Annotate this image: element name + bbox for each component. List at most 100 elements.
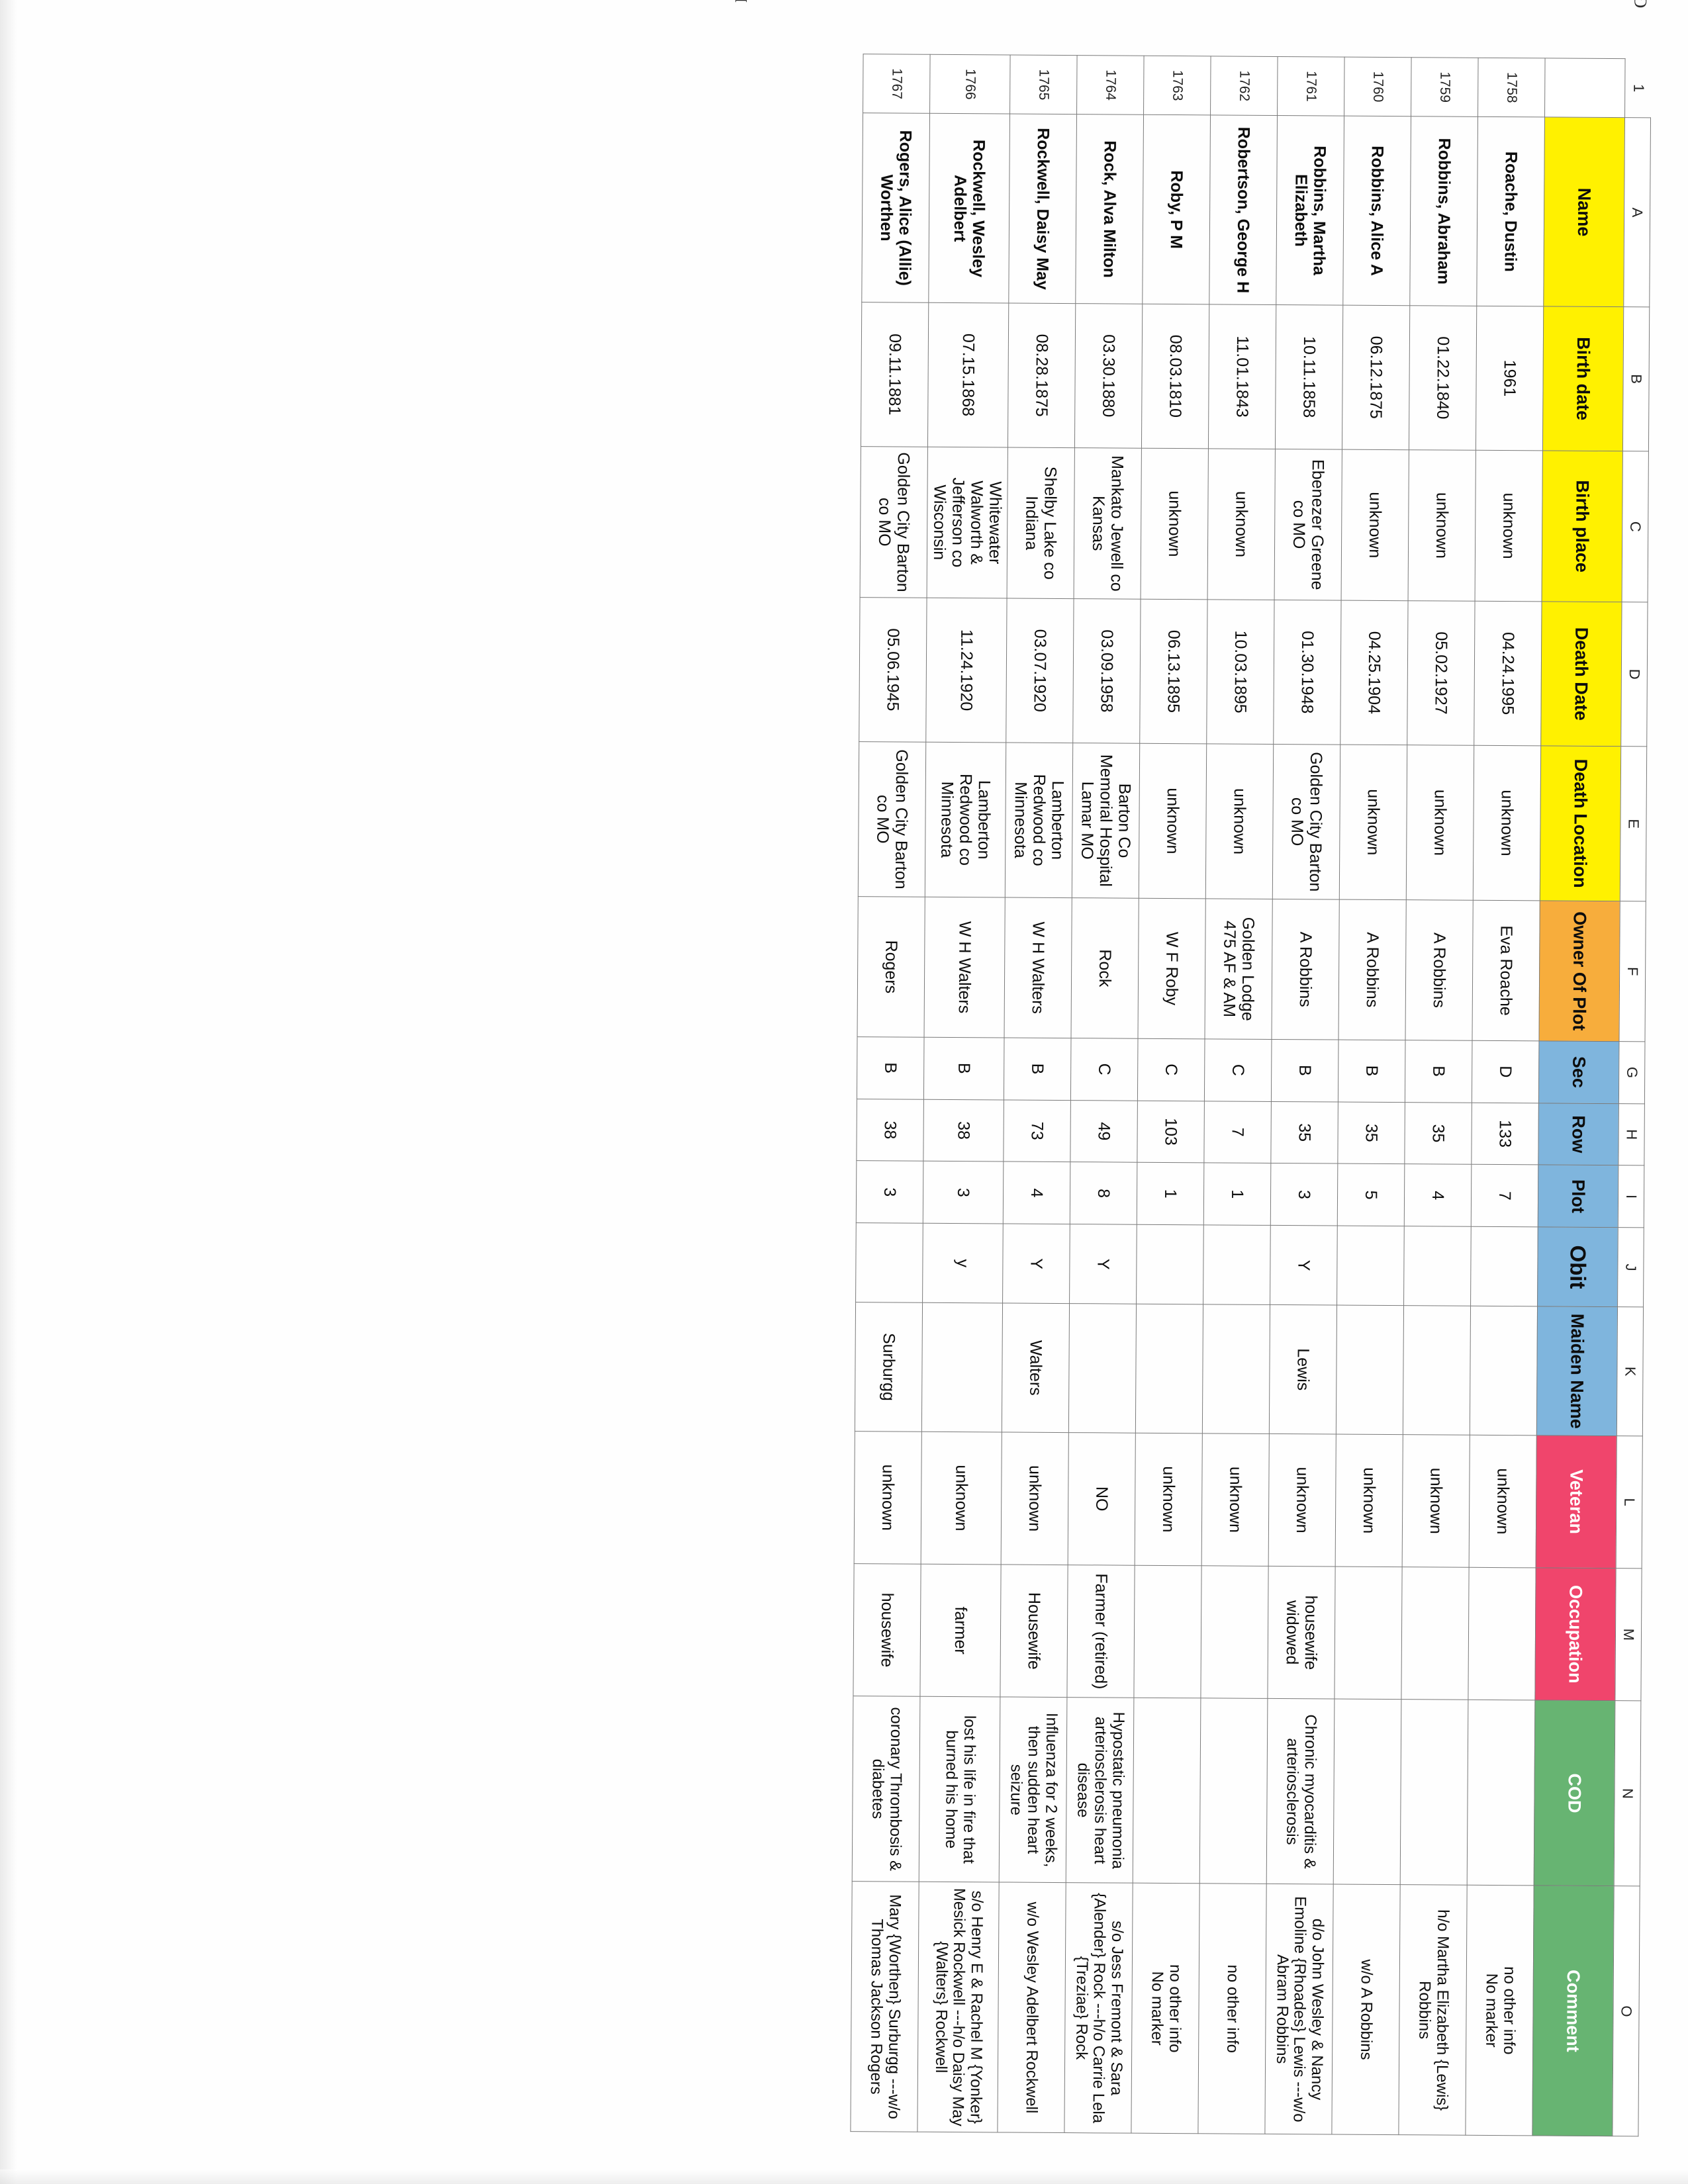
- cell-death-date[interactable]: 06.13.1895: [1139, 599, 1208, 744]
- cell-birth-place[interactable]: unknown: [1408, 449, 1476, 602]
- cell-occupation[interactable]: [1133, 1565, 1202, 1698]
- cell-veteran[interactable]: unknown: [854, 1431, 922, 1565]
- cell-sec[interactable]: B: [1338, 1039, 1405, 1103]
- cell-death-location[interactable]: unknown: [1339, 744, 1407, 900]
- column-header-birth-place[interactable]: Birth place: [1542, 450, 1623, 602]
- column-letter-k[interactable]: K: [1617, 1306, 1644, 1436]
- cell-veteran[interactable]: NO: [1068, 1432, 1136, 1566]
- cell-owner-of-plot[interactable]: A Robbins: [1338, 899, 1407, 1040]
- cell-birth-place[interactable]: Ebenezer Greene co MO: [1274, 449, 1342, 601]
- cell-maiden-name[interactable]: [1135, 1304, 1203, 1433]
- cell-name[interactable]: Robertson, George H: [1209, 115, 1278, 305]
- cell-birth-place[interactable]: unknown: [1475, 449, 1543, 602]
- cell-sec[interactable]: B: [1004, 1037, 1072, 1101]
- cell-birth-place[interactable]: Mankato Jewell co Kansas: [1074, 447, 1142, 600]
- cell-birth-date[interactable]: 06.12.1875: [1342, 305, 1410, 450]
- column-header-owner-of-plot[interactable]: Owner Of Plot: [1538, 901, 1620, 1042]
- cell-sec[interactable]: C: [1070, 1038, 1139, 1101]
- cell-death-date[interactable]: 05.06.1945: [859, 597, 927, 742]
- row-number[interactable]: 1760: [1344, 57, 1412, 116]
- cell-maiden-name[interactable]: Lewis: [1269, 1304, 1337, 1434]
- column-header-sec[interactable]: Sec: [1538, 1040, 1619, 1104]
- cell-obit[interactable]: [855, 1222, 923, 1303]
- cell-name[interactable]: Rockwell, Daisy May: [1008, 114, 1077, 304]
- cell-owner-of-plot[interactable]: Rock: [1071, 897, 1139, 1039]
- cell-cod[interactable]: Hypostatic pneumonia arteriosclerosis he…: [1066, 1697, 1134, 1884]
- cell-owner-of-plot[interactable]: A Robbins: [1405, 899, 1474, 1041]
- column-letter-n[interactable]: N: [1614, 1700, 1641, 1887]
- cell-comment[interactable]: h/o Martha Elizabeth {Lewis} Robbins: [1398, 1885, 1468, 2136]
- cell-obit[interactable]: [1336, 1226, 1405, 1306]
- cell-occupation[interactable]: [1468, 1567, 1536, 1701]
- cell-death-date[interactable]: 01.30.1948: [1273, 600, 1342, 745]
- cell-name[interactable]: Robbins, Alice A: [1342, 116, 1411, 306]
- row-number[interactable]: 1758: [1477, 58, 1546, 118]
- column-letter-e[interactable]: E: [1620, 746, 1647, 902]
- row-number[interactable]: 1762: [1210, 56, 1278, 116]
- column-letter-j[interactable]: J: [1617, 1227, 1644, 1308]
- column-header-death-location[interactable]: Death Location: [1540, 745, 1621, 901]
- cell-death-date[interactable]: 10.03.1895: [1206, 600, 1275, 745]
- row-number[interactable]: 1765: [1009, 55, 1078, 114]
- cell-owner-of-plot[interactable]: W F Roby: [1138, 898, 1206, 1039]
- cell-death-date[interactable]: 11.24.1920: [925, 598, 1008, 743]
- cell-birth-place[interactable]: unknown: [1141, 447, 1209, 600]
- cell-plot[interactable]: 5: [1337, 1163, 1405, 1226]
- cell-birth-date[interactable]: 07.15.1868: [927, 302, 1009, 447]
- cell-comment[interactable]: no other info No marker: [1131, 1883, 1200, 2134]
- cell-cod[interactable]: [1467, 1700, 1535, 1886]
- cell-birth-date[interactable]: 11.01.1843: [1208, 304, 1276, 449]
- column-letter-o[interactable]: O: [1612, 1886, 1640, 2136]
- cell-row[interactable]: 35: [1337, 1101, 1405, 1165]
- row-number[interactable]: 1761: [1277, 56, 1345, 116]
- cell-sec[interactable]: B: [857, 1036, 925, 1099]
- cell-name[interactable]: Robbins, Abraham: [1409, 116, 1478, 306]
- cell-cod[interactable]: [1333, 1699, 1401, 1886]
- row-number[interactable]: 1767: [863, 54, 931, 114]
- cell-birth-date[interactable]: 03.30.1880: [1074, 303, 1143, 448]
- cell-maiden-name[interactable]: [1068, 1303, 1137, 1433]
- cell-death-location[interactable]: unknown: [1139, 743, 1207, 899]
- cell-plot[interactable]: 3: [923, 1161, 1004, 1224]
- table-row[interactable]: 1759 Robbins, Abraham 01.22.1840 unknown 05.…: [1398, 57, 1479, 2136]
- cell-cod[interactable]: [1199, 1698, 1268, 1884]
- cell-cod[interactable]: [1133, 1698, 1201, 1884]
- cell-owner-of-plot[interactable]: W H Walters: [924, 897, 1006, 1038]
- cell-death-location[interactable]: Barton Co Memorial Hospital Lamar MO: [1072, 743, 1140, 899]
- cell-plot[interactable]: 1: [1137, 1162, 1204, 1226]
- cell-occupation[interactable]: Housewife: [1000, 1564, 1068, 1698]
- cell-row[interactable]: 38: [923, 1099, 1004, 1162]
- cell-comment[interactable]: w/o A Robbins: [1331, 1884, 1401, 2135]
- cell-maiden-name[interactable]: [921, 1302, 1003, 1432]
- cell-plot[interactable]: 3: [856, 1161, 923, 1224]
- cell-plot[interactable]: 8: [1070, 1161, 1137, 1225]
- cell-birth-date[interactable]: 08.03.1810: [1141, 304, 1209, 449]
- cell-death-date[interactable]: 03.09.1958: [1072, 598, 1141, 743]
- column-letter-d[interactable]: D: [1620, 602, 1648, 747]
- cell-sec[interactable]: B: [1271, 1039, 1338, 1102]
- column-header-veteran[interactable]: Veteran: [1536, 1435, 1617, 1569]
- cell-occupation[interactable]: [1200, 1565, 1269, 1699]
- cell-cod[interactable]: [1400, 1699, 1468, 1886]
- cell-death-date[interactable]: 05.02.1927: [1407, 601, 1476, 745]
- table-row[interactable]: 1762 Robertson, George H 11.01.1843 unknown…: [1197, 56, 1278, 2134]
- cell-sec[interactable]: B: [923, 1037, 1005, 1100]
- cell-comment[interactable]: d/o John Wesley & Nancy Emoline {Rhoades…: [1264, 1884, 1334, 2135]
- table-row[interactable]: 1765 Rockwell, Daisy May 08.28.1875 Shelby …: [997, 55, 1078, 2133]
- cell-sec[interactable]: B: [1405, 1040, 1472, 1103]
- cell-row[interactable]: 7: [1203, 1101, 1272, 1163]
- cell-comment[interactable]: s/o Henry E & Rachel M {Yonker} Mesick R…: [917, 1882, 1000, 2132]
- column-header-obit[interactable]: Obit: [1537, 1227, 1618, 1307]
- cell-row[interactable]: 103: [1137, 1100, 1205, 1163]
- table-row[interactable]: 1767 Rogers, Alice (Allie) Worthen 09.11.1…: [850, 54, 931, 2132]
- cell-veteran[interactable]: unknown: [1001, 1432, 1069, 1565]
- column-header-plot[interactable]: Plot: [1538, 1165, 1618, 1228]
- row-number[interactable]: 1763: [1143, 56, 1211, 116]
- cell-owner-of-plot[interactable]: W H Walters: [1004, 897, 1072, 1038]
- cell-death-location[interactable]: Lamberton Redwood co Minnesota: [1005, 742, 1073, 898]
- table-row[interactable]: 1763 Roby, P M 08.03.1810 unknown 06.13.1895…: [1131, 56, 1211, 2134]
- cell-obit[interactable]: [1403, 1226, 1472, 1306]
- cell-death-location[interactable]: Golden City Barton co MO: [1272, 744, 1340, 900]
- cell-veteran[interactable]: unknown: [1201, 1433, 1270, 1567]
- row-number[interactable]: 1766: [929, 54, 1011, 114]
